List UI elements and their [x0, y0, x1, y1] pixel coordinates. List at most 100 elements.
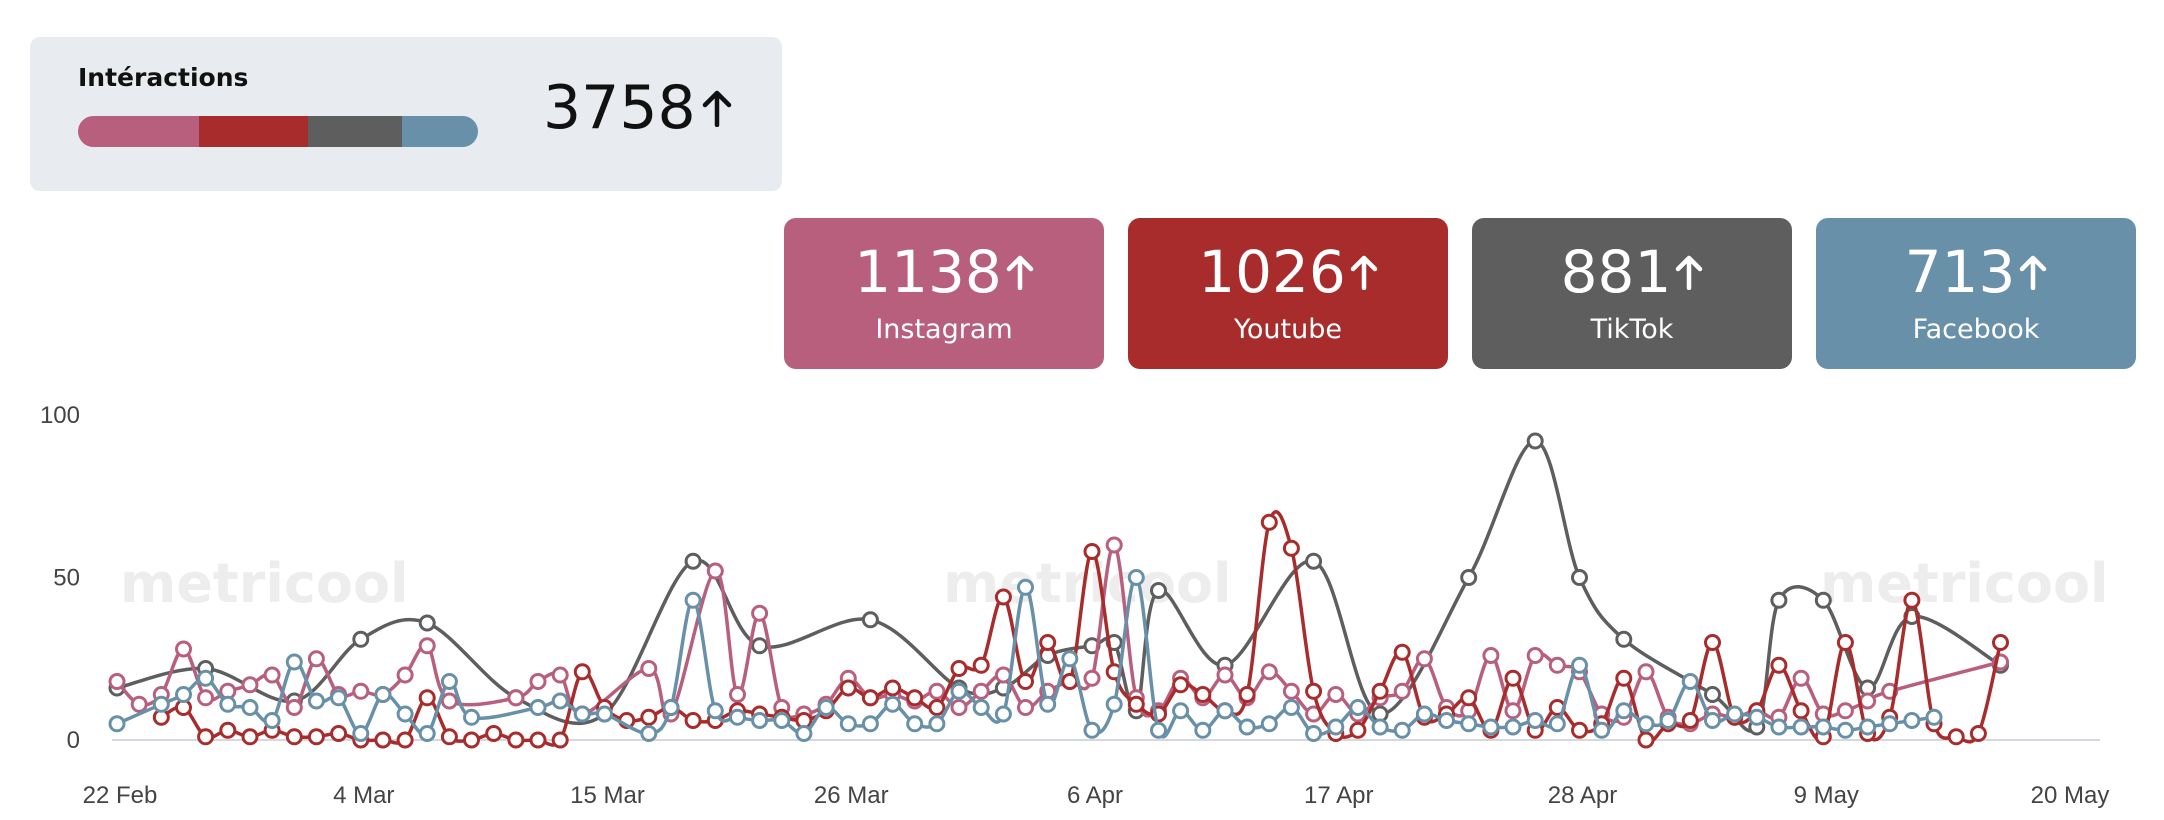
data-point-facebook[interactable]	[817, 699, 835, 716]
data-point-facebook[interactable]	[1792, 718, 1810, 736]
data-point-facebook[interactable]	[1526, 712, 1544, 729]
data-point-youtube[interactable]	[640, 708, 658, 726]
data-point-facebook[interactable]	[906, 715, 924, 733]
data-point-youtube[interactable]	[197, 728, 215, 746]
data-point-youtube[interactable]	[972, 656, 990, 674]
data-point-youtube[interactable]	[1172, 676, 1190, 694]
data-point-instagram[interactable]	[1083, 669, 1101, 687]
data-point-youtube[interactable]	[1393, 643, 1411, 661]
data-point-facebook[interactable]	[1814, 718, 1832, 736]
data-point-youtube[interactable]	[1947, 728, 1965, 746]
data-point-tiktok[interactable]	[1526, 432, 1544, 450]
data-point-facebook[interactable]	[1548, 715, 1566, 733]
data-point-youtube[interactable]	[1704, 634, 1721, 651]
data-point-instagram[interactable]	[640, 660, 658, 677]
data-point-facebook[interactable]	[1438, 712, 1455, 729]
data-point-instagram[interactable]	[396, 666, 414, 684]
data-point-instagram[interactable]	[1548, 656, 1566, 674]
data-point-facebook[interactable]	[1105, 695, 1123, 713]
data-point-youtube[interactable]	[507, 731, 525, 749]
data-point-youtube[interactable]	[1238, 686, 1256, 703]
data-point-facebook[interactable]	[861, 715, 879, 733]
data-point-youtube[interactable]	[1460, 689, 1478, 707]
data-point-facebook[interactable]	[1748, 708, 1766, 726]
data-point-youtube[interactable]	[839, 679, 857, 697]
data-point-facebook[interactable]	[1260, 715, 1278, 733]
data-point-tiktok[interactable]	[1615, 630, 1633, 648]
data-point-facebook[interactable]	[352, 725, 370, 742]
data-point-facebook[interactable]	[529, 699, 547, 716]
network-card-tiktok[interactable]: 881 TikTok	[1472, 218, 1792, 369]
data-point-facebook[interactable]	[1881, 715, 1899, 733]
data-point-facebook[interactable]	[440, 673, 458, 690]
data-point-facebook[interactable]	[1593, 721, 1611, 739]
data-point-instagram[interactable]	[1859, 692, 1877, 710]
data-point-instagram[interactable]	[1526, 647, 1544, 664]
data-point-youtube[interactable]	[1836, 634, 1854, 651]
data-point-youtube[interactable]	[684, 712, 702, 729]
data-point-facebook[interactable]	[108, 715, 126, 733]
data-point-instagram[interactable]	[1504, 702, 1522, 720]
data-point-youtube[interactable]	[463, 731, 480, 749]
data-point-youtube[interactable]	[1969, 725, 1987, 742]
data-point-instagram[interactable]	[440, 692, 458, 710]
data-point-youtube[interactable]	[1039, 634, 1057, 651]
data-point-tiktok[interactable]	[684, 552, 702, 570]
data-point-youtube[interactable]	[884, 679, 902, 697]
data-point-facebook[interactable]	[1282, 699, 1300, 716]
data-point-youtube[interactable]	[1349, 721, 1367, 739]
data-point-facebook[interactable]	[241, 699, 259, 716]
data-point-facebook[interactable]	[1770, 718, 1788, 736]
data-point-tiktok[interactable]	[1571, 569, 1588, 586]
data-point-facebook[interactable]	[1150, 721, 1167, 739]
data-point-tiktok[interactable]	[352, 630, 370, 648]
data-point-youtube[interactable]	[485, 725, 503, 742]
data-point-youtube[interactable]	[1127, 695, 1145, 713]
data-point-youtube[interactable]	[1083, 543, 1101, 560]
data-point-instagram[interactable]	[1105, 536, 1123, 554]
data-point-facebook[interactable]	[1726, 705, 1744, 723]
data-point-facebook[interactable]	[795, 725, 813, 742]
data-point-facebook[interactable]	[1836, 721, 1854, 739]
data-point-instagram[interactable]	[263, 666, 281, 684]
data-point-facebook[interactable]	[1327, 718, 1345, 736]
data-point-instagram[interactable]	[418, 637, 436, 655]
network-card-facebook[interactable]: 713 Facebook	[1816, 218, 2136, 369]
data-point-tiktok[interactable]	[1814, 591, 1832, 609]
data-point-instagram[interactable]	[1482, 647, 1500, 664]
data-point-facebook[interactable]	[1637, 715, 1655, 733]
data-point-facebook[interactable]	[1017, 578, 1034, 596]
data-point-instagram[interactable]	[1836, 702, 1854, 720]
data-point-instagram[interactable]	[285, 699, 303, 716]
data-point-instagram[interactable]	[1260, 663, 1278, 681]
data-point-instagram[interactable]	[1415, 650, 1433, 668]
data-point-instagram[interactable]	[551, 666, 569, 684]
data-point-instagram[interactable]	[1637, 663, 1655, 681]
data-point-youtube[interactable]	[1282, 539, 1300, 557]
data-point-facebook[interactable]	[1681, 673, 1699, 690]
data-point-instagram[interactable]	[352, 682, 370, 700]
data-point-facebook[interactable]	[773, 712, 791, 729]
data-point-instagram[interactable]	[241, 676, 259, 694]
data-point-instagram[interactable]	[175, 640, 192, 658]
data-point-facebook[interactable]	[1704, 712, 1721, 729]
data-point-facebook[interactable]	[197, 669, 215, 687]
data-point-instagram[interactable]	[130, 695, 148, 713]
data-point-youtube[interactable]	[928, 699, 946, 716]
data-point-youtube[interactable]	[1903, 591, 1921, 609]
data-point-youtube[interactable]	[1571, 721, 1588, 739]
data-point-instagram[interactable]	[1216, 666, 1234, 684]
data-point-facebook[interactable]	[884, 695, 902, 713]
data-point-facebook[interactable]	[175, 686, 192, 703]
data-point-youtube[interactable]	[1061, 673, 1079, 690]
data-point-instagram[interactable]	[108, 673, 126, 690]
data-point-youtube[interactable]	[396, 731, 414, 749]
data-point-facebook[interactable]	[1415, 705, 1433, 723]
data-point-instagram[interactable]	[1327, 686, 1345, 703]
data-point-facebook[interactable]	[1504, 718, 1522, 736]
data-point-instagram[interactable]	[729, 686, 746, 703]
data-point-youtube[interactable]	[1371, 682, 1389, 700]
data-point-facebook[interactable]	[928, 715, 946, 733]
data-point-youtube[interactable]	[1260, 513, 1278, 531]
data-point-facebook[interactable]	[1238, 718, 1256, 736]
